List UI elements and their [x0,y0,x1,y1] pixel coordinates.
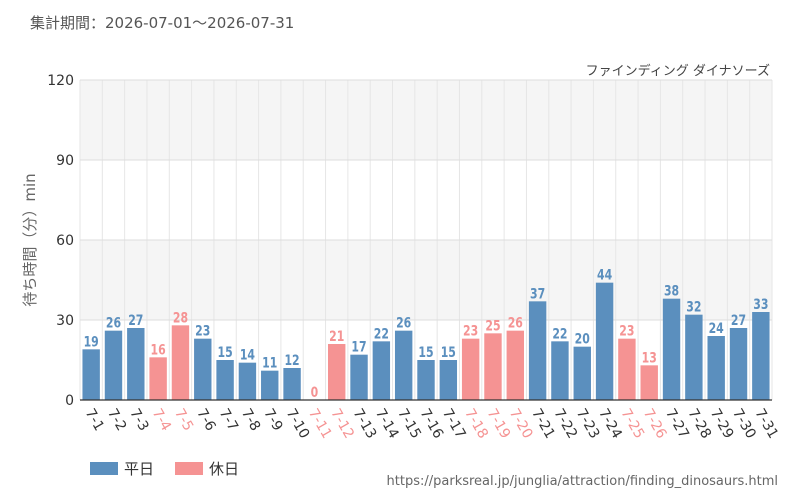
data-label: 22 [374,325,389,342]
data-label: 15 [418,344,433,361]
bar [372,341,391,400]
data-label: 14 [240,346,255,363]
bar [261,370,279,400]
bar [149,357,167,400]
x-tick-label: 7-3 [126,406,151,434]
data-label: 23 [463,322,478,339]
y-axis-ticks: 0 30 60 90 120 [47,73,74,409]
data-label: 16 [151,341,166,358]
data-label: 27 [731,312,746,329]
bar [752,312,770,400]
x-tick-label: 7-4 [149,406,174,434]
legend-weekday-swatch [90,462,118,475]
data-label: 12 [284,352,299,369]
bar [171,325,190,400]
horizontal-gridlines [80,79,772,321]
bar [484,333,502,400]
bar [417,360,435,400]
source-url: https://parksreal.jp/junglia/attraction/… [386,474,778,489]
x-tick-label: 7-7 [216,406,241,434]
bar [439,360,458,400]
plot-band [80,160,772,240]
bar [551,341,569,400]
bar [729,328,748,400]
bar [595,282,614,400]
data-label: 25 [485,317,500,334]
legend-weekday: 平日 [90,458,154,479]
y-tick-label: 30 [56,313,74,329]
data-label: 33 [753,296,768,313]
bar [394,330,413,400]
data-label: 24 [709,320,724,337]
x-axis-ticks: 7-17-27-37-47-57-67-77-87-97-107-117-127… [82,406,781,442]
bar [685,314,703,400]
data-label: 0 [311,384,319,401]
legend-holiday-swatch [175,462,203,475]
bar [640,365,658,400]
period-label: 集計期間：2026-07-01～2026-07-31 [30,14,295,32]
x-tick-label: 7-1 [82,406,107,434]
legend-holiday-label: 休日 [209,460,240,478]
x-tick-label: 7-2 [104,406,129,434]
data-label: 28 [173,309,188,326]
data-label: 22 [552,325,567,342]
data-label: 38 [664,282,679,299]
x-tick-label: 7-31 [751,406,781,442]
data-label: 37 [530,285,545,302]
bar [573,346,591,400]
bar [82,349,100,400]
data-label: 26 [106,314,121,331]
y-tick-label: 0 [65,393,74,409]
bar [528,301,547,400]
bar [127,328,145,400]
legend-holiday: 休日 [175,458,239,479]
plot-band [80,80,772,160]
bar-series [82,282,770,400]
bar [283,368,301,400]
bar [328,344,346,400]
data-label: 26 [396,314,411,331]
plot-band [80,240,772,320]
bar [618,338,636,400]
data-labels: 19 26 27 16 28 23 15 14 11 12 0 21 17 22 26 15 15 23 25 26 3… [84,266,769,400]
x-tick-label: 7-8 [238,406,263,434]
chart-title: ファインディング ダイナソーズ [586,63,770,79]
data-label: 26 [508,314,523,331]
data-label: 32 [686,298,701,315]
bar [506,330,524,400]
bar [216,360,234,400]
data-label: 17 [351,338,366,355]
bar [350,354,368,400]
data-label: 21 [329,328,344,345]
bar [461,338,480,400]
data-label: 23 [195,322,210,339]
data-label: 15 [217,344,232,361]
y-tick-label: 90 [56,153,74,169]
data-label: 44 [597,266,612,283]
x-tick-label: 7-9 [260,406,285,434]
bar [194,338,212,400]
vertical-gridlines [79,80,773,400]
y-tick-label: 60 [56,233,74,249]
x-tick-label: 7-5 [171,406,196,434]
data-label: 27 [128,312,143,329]
data-label: 20 [575,330,590,347]
x-tick-label: 7-6 [193,406,218,434]
data-label: 15 [441,344,456,361]
bar [238,362,257,400]
y-tick-label: 120 [47,73,74,89]
data-label: 23 [619,322,634,339]
bar [104,330,123,400]
legend-weekday-label: 平日 [124,460,155,478]
bar [707,336,725,400]
y-axis-label: 待ち時間（分）min [21,173,39,306]
data-label: 13 [642,349,657,366]
data-label: 11 [262,354,277,371]
data-label: 19 [84,333,99,350]
bar [662,298,681,400]
